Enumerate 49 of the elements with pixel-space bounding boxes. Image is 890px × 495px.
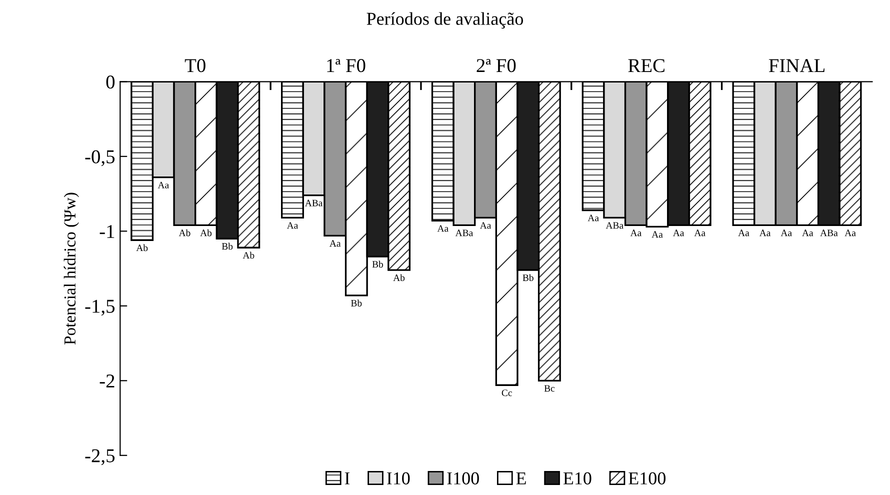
y-tick-label: -1,5 [85,300,115,316]
y-tick-label: -2,5 [85,449,115,466]
data-label: ABa [606,222,624,229]
data-label: Aa [588,214,599,222]
legend-label: I100 [447,472,479,484]
y-axis-title: Potencial hídrico (Ψw) [64,192,79,345]
legend-label: I10 [387,472,410,484]
data-label: Aa [780,230,792,236]
data-label: Ab [178,229,190,236]
legend-label: E10 [563,472,592,484]
data-label: Aa [480,222,492,229]
data-label: Aa [286,222,298,229]
x-tick-label: FINAL [768,59,824,72]
y-tick-label: 0 [106,75,115,89]
data-label: Ab [200,229,212,236]
data-label: Aa [802,230,814,236]
data-label: Ab [393,274,405,282]
x-tick-label: 1ª F0 [327,59,366,72]
data-label: Aa [672,230,684,236]
data-label: ABa [455,230,473,236]
data-label: ABa [820,230,838,236]
data-label: Ab [242,252,254,259]
y-tick-label: -0,5 [85,150,115,166]
x-tick-label: REC [628,59,664,72]
y-tick-label: -2 [100,374,114,388]
y-tick-label: -1 [100,225,114,238]
data-label: Aa [330,240,341,247]
data-label: Aa [630,230,642,236]
data-label: Bb [222,242,233,250]
data-label: Aa [694,230,706,236]
data-label: Bc [544,385,555,392]
legend-label: I [344,472,350,484]
legend-label: E [516,472,526,484]
data-label: ABa [304,200,323,206]
data-label: Aa [437,225,448,232]
data-label: Aa [844,230,856,236]
data-label: Aa [652,231,663,238]
data-label: Bb [372,260,384,268]
data-label: Aa [158,182,169,188]
data-label: Aa [759,230,771,236]
x-tick-label: T0 [184,59,206,72]
data-label: Aa [738,230,750,236]
legend-label: E100 [628,472,666,484]
chart-title: Períodos de avaliação [366,12,524,29]
data-label: Bb [522,274,534,282]
data-label: Cc [502,390,512,396]
data-label: Bb [351,300,362,306]
data-label: Ab [136,244,148,252]
x-tick-label: 2ª F0 [476,59,516,72]
